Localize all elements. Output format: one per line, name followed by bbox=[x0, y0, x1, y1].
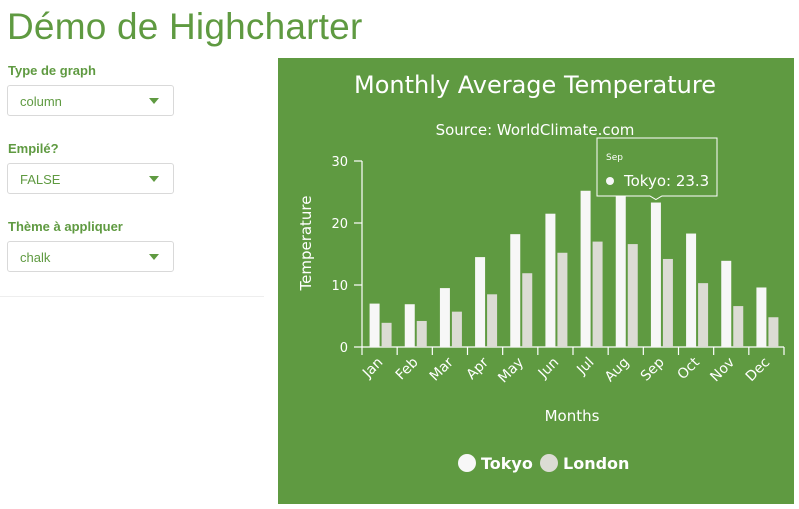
x-tick-label: Nov bbox=[707, 355, 738, 386]
stacked-value: FALSE bbox=[20, 172, 61, 187]
graph-type-label: Type de graph bbox=[8, 63, 96, 78]
x-tick-label: Sep bbox=[638, 354, 668, 384]
bar-london bbox=[698, 283, 709, 347]
x-axis-title: Months bbox=[545, 407, 600, 425]
x-tick-label: Feb bbox=[393, 354, 422, 383]
bar-london bbox=[557, 252, 568, 347]
bar-london bbox=[451, 311, 462, 347]
x-tick-label: Jun bbox=[535, 355, 562, 382]
page-title: Démo de Highcharter bbox=[7, 6, 363, 47]
legend-label-tokyo: Tokyo bbox=[481, 454, 533, 473]
graph-type-select[interactable]: column bbox=[7, 85, 174, 116]
chart-panel: Monthly Average Temperature Source: Worl… bbox=[278, 58, 794, 504]
bar-tokyo bbox=[721, 260, 732, 347]
chevron-down-icon bbox=[149, 176, 159, 182]
chevron-down-icon bbox=[149, 254, 159, 260]
bar-tokyo bbox=[686, 233, 697, 347]
y-tick-label: 10 bbox=[331, 279, 348, 294]
bar-tokyo bbox=[650, 202, 661, 347]
bar-london bbox=[733, 306, 744, 347]
chart-title: Monthly Average Temperature bbox=[354, 71, 716, 99]
legend-marker-tokyo bbox=[458, 454, 476, 472]
x-tick-label: Apr bbox=[463, 354, 492, 383]
bar-tokyo bbox=[756, 287, 767, 347]
y-axis-title: Temperature bbox=[297, 195, 315, 291]
tooltip-value: Tokyo: 23.3 bbox=[623, 172, 709, 190]
x-tick-label: May bbox=[495, 355, 527, 387]
legend-label-london: London bbox=[563, 454, 629, 473]
bar-london bbox=[487, 294, 498, 347]
legend: Tokyo London bbox=[458, 454, 629, 473]
stacked-select[interactable]: FALSE bbox=[7, 163, 174, 194]
bar-london bbox=[381, 322, 392, 347]
bar-london bbox=[416, 320, 427, 347]
tooltip-category: Sep bbox=[606, 153, 623, 163]
bar-tokyo bbox=[439, 288, 450, 347]
bar-tokyo bbox=[545, 213, 556, 347]
chevron-down-icon bbox=[149, 98, 159, 104]
graph-type-value: column bbox=[20, 94, 62, 109]
legend-marker-london bbox=[540, 454, 558, 472]
x-tick-label: Mar bbox=[427, 354, 457, 384]
y-tick-label: 0 bbox=[340, 341, 348, 356]
x-tick-label: Oct bbox=[674, 354, 703, 383]
x-tick-label: Aug bbox=[602, 355, 633, 386]
bar-tokyo bbox=[615, 182, 626, 347]
theme-select[interactable]: chalk bbox=[7, 241, 174, 272]
x-tick-label: Jul bbox=[573, 355, 597, 379]
bar-london bbox=[592, 241, 603, 347]
stacked-label: Empilé? bbox=[8, 141, 59, 156]
theme-value: chalk bbox=[20, 250, 51, 265]
bar-london bbox=[662, 258, 673, 347]
bar-tokyo bbox=[475, 257, 486, 347]
tooltip-marker bbox=[606, 177, 614, 185]
sidebar-controls: Type de graph column Empilé? FALSE Thème… bbox=[0, 56, 264, 297]
x-tick-label: Dec bbox=[743, 355, 773, 385]
chart-svg: Monthly Average Temperature Source: Worl… bbox=[297, 71, 785, 473]
chart-subtitle: Source: WorldClimate.com bbox=[436, 121, 635, 139]
tooltip-box bbox=[596, 137, 718, 201]
bar-london bbox=[627, 244, 638, 347]
y-tick-label: 30 bbox=[331, 155, 348, 170]
bar-tokyo bbox=[404, 304, 415, 347]
bar-tokyo bbox=[510, 234, 521, 347]
x-tick-label: Jan bbox=[359, 355, 386, 382]
bar-london bbox=[768, 317, 779, 347]
bar-tokyo bbox=[369, 303, 380, 347]
theme-label: Thème à appliquer bbox=[8, 219, 123, 234]
bar-london bbox=[522, 273, 533, 347]
bar-tokyo bbox=[580, 190, 591, 347]
y-tick-label: 20 bbox=[331, 217, 348, 232]
